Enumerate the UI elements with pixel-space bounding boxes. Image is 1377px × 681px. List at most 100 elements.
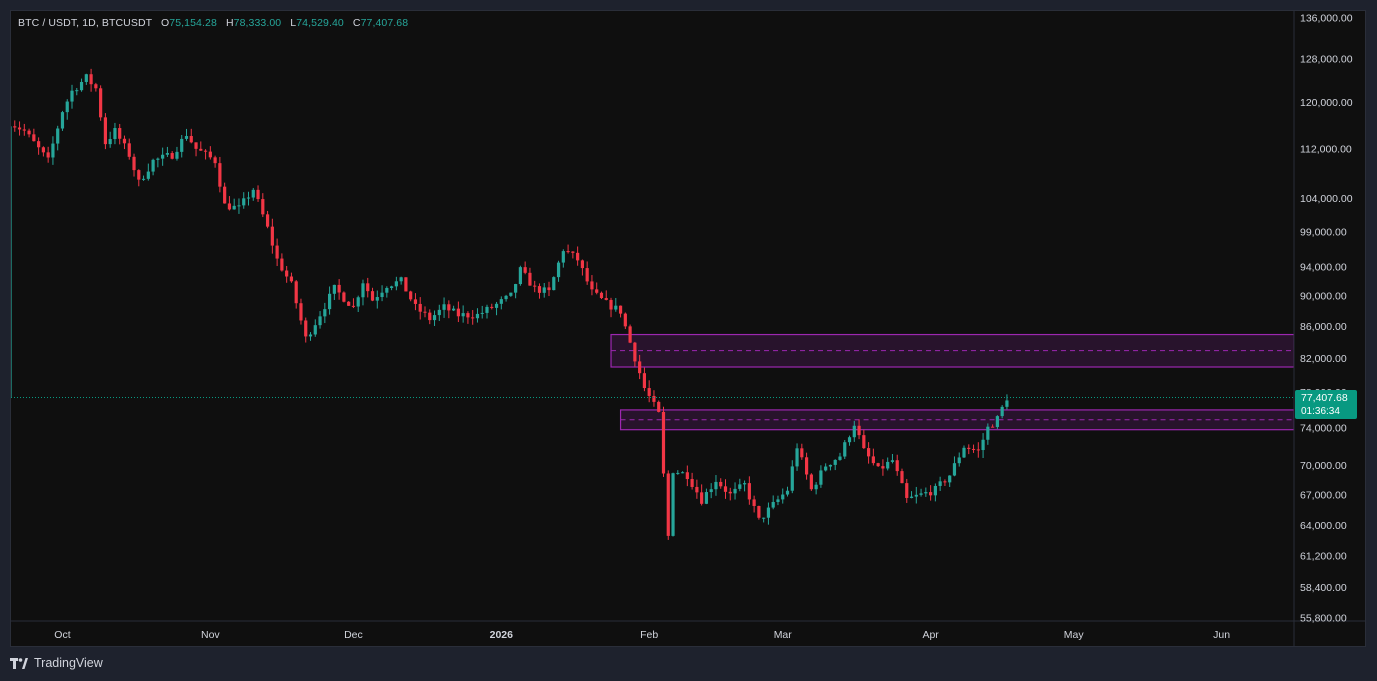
candle-body[interactable] (576, 252, 580, 261)
candle-body[interactable] (628, 326, 632, 343)
candle-body[interactable] (337, 284, 341, 293)
candle-body[interactable] (203, 150, 208, 152)
candle-body[interactable] (232, 205, 236, 210)
candle-body[interactable] (704, 492, 709, 504)
candle-body[interactable] (161, 154, 165, 159)
candle-body[interactable] (986, 426, 990, 440)
candle-body[interactable] (852, 425, 856, 438)
candle-body[interactable] (542, 287, 546, 293)
candle-body[interactable] (719, 481, 723, 487)
candle-body[interactable] (666, 473, 670, 536)
candle-body[interactable] (695, 486, 699, 493)
candle-body[interactable] (909, 496, 914, 498)
candle-body[interactable] (351, 305, 356, 307)
candle-body[interactable] (27, 130, 31, 135)
candle-body[interactable] (108, 139, 112, 145)
candle-body[interactable] (456, 308, 460, 317)
candle-body[interactable] (294, 281, 298, 304)
candle-body[interactable] (285, 270, 289, 277)
candle-body[interactable] (843, 442, 847, 457)
candle-body[interactable] (871, 456, 875, 464)
candle-body[interactable] (876, 463, 880, 467)
candle-body[interactable] (242, 198, 246, 206)
candle-body[interactable] (22, 129, 26, 131)
candle-body[interactable] (342, 292, 346, 302)
candle-body[interactable] (156, 158, 160, 160)
candle-body[interactable] (432, 315, 437, 321)
candle-body[interactable] (275, 245, 279, 259)
candle-body[interactable] (137, 170, 141, 180)
candle-body[interactable] (723, 486, 728, 492)
candle-body[interactable] (390, 286, 394, 288)
candle-body[interactable] (733, 488, 737, 494)
candle-body[interactable] (65, 101, 69, 113)
candle-body[interactable] (919, 493, 923, 495)
candle-body[interactable] (223, 186, 227, 204)
candle-body[interactable] (914, 494, 918, 497)
candle-body[interactable] (99, 88, 103, 118)
candle-body[interactable] (618, 305, 623, 314)
candle-body[interactable] (652, 395, 656, 402)
candle-body[interactable] (580, 260, 584, 269)
candle-body[interactable] (175, 151, 179, 159)
candle-body[interactable] (900, 471, 904, 484)
candle-body[interactable] (747, 483, 751, 500)
candle-body[interactable] (862, 435, 866, 449)
candle-body[interactable] (313, 325, 317, 335)
candle-body[interactable] (971, 448, 976, 450)
candle-body[interactable] (84, 74, 88, 82)
candle-body[interactable] (141, 178, 146, 180)
candle-body[interactable] (41, 147, 45, 153)
candle-body[interactable] (318, 316, 322, 326)
candle-body[interactable] (494, 303, 499, 308)
candle-body[interactable] (122, 138, 127, 144)
candle-body[interactable] (967, 447, 971, 449)
candle-body[interactable] (962, 447, 966, 458)
candle-body[interactable] (757, 506, 761, 518)
candle-body[interactable] (895, 460, 899, 472)
candle-body[interactable] (552, 277, 556, 291)
candle-body[interactable] (452, 308, 456, 311)
candle-body[interactable] (781, 494, 785, 500)
candle-body[interactable] (547, 287, 551, 291)
candle-body[interactable] (466, 313, 470, 318)
candle-body[interactable] (595, 289, 599, 293)
candle-body[interactable] (361, 283, 365, 298)
candle-body[interactable] (218, 163, 222, 187)
candle-body[interactable] (1000, 406, 1004, 417)
candle-body[interactable] (561, 251, 565, 263)
candle-body[interactable] (332, 284, 336, 294)
candle-body[interactable] (103, 117, 107, 145)
candle-body[interactable] (265, 214, 270, 227)
candle-body[interactable] (752, 499, 756, 507)
candle-body[interactable] (671, 473, 675, 536)
candle-body[interactable] (785, 490, 790, 495)
candle-body[interactable] (709, 489, 713, 493)
candle-body[interactable] (270, 226, 274, 246)
candle-body[interactable] (924, 492, 928, 494)
candle-body[interactable] (75, 90, 79, 92)
candle-body[interactable] (56, 128, 60, 144)
candle-body[interactable] (356, 297, 360, 307)
candle-body[interactable] (771, 501, 775, 508)
candle-body[interactable] (461, 313, 465, 317)
candle-body[interactable] (929, 492, 933, 496)
candle-body[interactable] (714, 481, 718, 490)
candle-body[interactable] (824, 466, 828, 471)
candle-body[interactable] (89, 74, 93, 85)
candle-body[interactable] (8, 126, 12, 398)
candle-body[interactable] (79, 81, 84, 91)
candle-body[interactable] (828, 464, 833, 467)
candle-body[interactable] (385, 287, 389, 293)
candle-body[interactable] (304, 320, 308, 337)
candle-body[interactable] (533, 285, 537, 287)
candle-body[interactable] (32, 134, 36, 142)
time-axis[interactable]: Oct Nov Dec 2026 Feb Mar Apr May Jun (54, 629, 1230, 641)
candle-body[interactable] (647, 388, 651, 396)
candle-body[interactable] (528, 272, 532, 286)
candle-body[interactable] (847, 437, 852, 443)
candle-body[interactable] (1005, 400, 1009, 407)
candle-body[interactable] (762, 517, 766, 519)
candle-body[interactable] (471, 317, 475, 319)
